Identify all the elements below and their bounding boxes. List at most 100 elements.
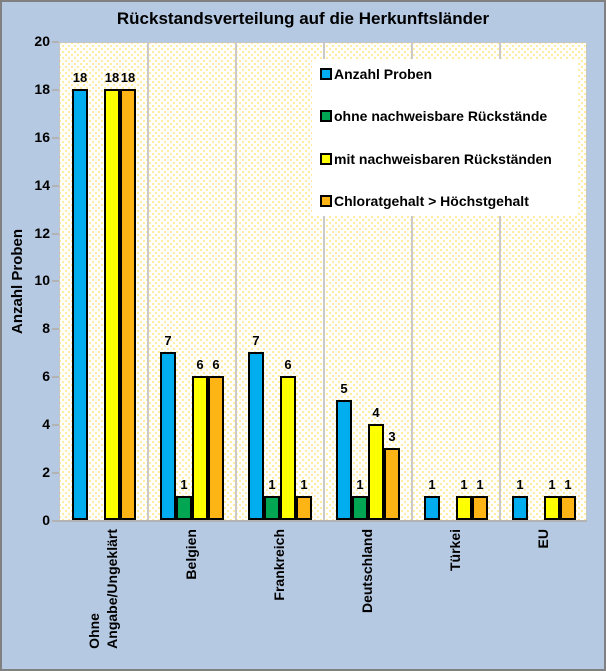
x-axis-category-label: Belgien [147, 529, 235, 669]
x-axis-category-label-text: Ohne Angabe/Ungeklärt [86, 529, 120, 649]
bar-value-label: 1 [516, 477, 524, 492]
legend-item: mit nachweisbaren Rückständen [320, 151, 570, 167]
legend-item: Anzahl Proben [320, 66, 570, 82]
legend-label: Anzahl Proben [334, 66, 433, 82]
bar-value-label: 7 [252, 333, 260, 348]
legend-label: ohne nachweisbare Rückstände [334, 108, 548, 125]
y-axis-tick-label: 12 [34, 225, 50, 241]
y-axis-tick-mark [52, 376, 59, 378]
y-axis-tick-label: 20 [34, 33, 50, 49]
bar [424, 496, 440, 520]
y-axis-tick-mark [52, 280, 59, 282]
chart-title: Rückstandsverteilung auf die Herkunftslä… [116, 9, 490, 28]
y-axis-tick-mark [52, 424, 59, 426]
bar [544, 496, 560, 520]
legend-color-swatch-icon [320, 194, 332, 207]
category-gridline [147, 43, 149, 520]
bar [280, 376, 296, 520]
x-axis-category-label-text: Frankreich [271, 529, 287, 601]
bar-value-label: 3 [388, 429, 396, 444]
bar-value-label: 1 [564, 477, 572, 492]
bar-value-label: 18 [120, 70, 136, 85]
bar-value-label: 6 [212, 357, 220, 372]
category-gridline [499, 43, 501, 520]
bar-value-label: 1 [356, 477, 364, 492]
x-axis-category-label-text: Deutschland [359, 529, 375, 614]
bar-value-label: 4 [372, 405, 380, 420]
y-axis-tick-label: 14 [34, 177, 50, 193]
legend-color-swatch-icon [320, 110, 332, 123]
bar [472, 496, 488, 520]
y-axis-tick-label: 10 [34, 272, 50, 288]
bar-value-label: 18 [104, 70, 120, 85]
bar-value-label: 6 [196, 357, 204, 372]
category-gridline [411, 43, 413, 520]
y-axis-tick-label: 18 [34, 81, 50, 97]
y-axis-tick-label: 16 [34, 129, 50, 145]
bar-value-label: 1 [180, 477, 188, 492]
bar [160, 352, 176, 520]
bar [384, 448, 400, 520]
bar [560, 496, 576, 520]
bar [296, 496, 312, 520]
bar [512, 496, 528, 520]
bar-value-label: 1 [460, 477, 468, 492]
y-axis-tick-mark [52, 520, 59, 522]
bar [208, 376, 224, 520]
y-axis-tick-label: 6 [42, 368, 50, 384]
legend-color-swatch-icon [320, 152, 332, 165]
bar-value-label: 1 [428, 477, 436, 492]
bar [176, 496, 192, 520]
bar-value-label: 6 [284, 357, 292, 372]
x-axis-category-label-text: Belgien [183, 529, 199, 580]
y-axis-tick-mark [52, 185, 59, 187]
legend-label: Chloratgehalt > Höchstgehalt [334, 192, 529, 209]
bar-value-label: 7 [164, 333, 172, 348]
category-gridline [323, 43, 325, 520]
bar-group: 7 1 6 1 [236, 43, 324, 520]
y-axis-tick-mark [52, 41, 59, 43]
y-axis-tick-mark [52, 137, 59, 139]
x-axis-category-label: Türkei [411, 529, 499, 669]
bar [192, 376, 208, 520]
x-axis-category-label: Frankreich [235, 529, 323, 669]
y-axis-tick-label: 2 [42, 464, 50, 480]
bar [120, 89, 136, 520]
bar [352, 496, 368, 520]
bar-group: 18 18 18 [60, 43, 148, 520]
x-axis-category-label: Ohne Angabe/Ungeklärt [59, 529, 147, 669]
bar-value-label: 1 [300, 477, 308, 492]
bar [248, 352, 264, 520]
y-axis-tick-label: 8 [42, 320, 50, 336]
bar-value-label: 5 [340, 381, 348, 396]
x-axis-line [52, 520, 587, 522]
bar [336, 400, 352, 520]
bar [264, 496, 280, 520]
y-axis-tick-mark [52, 328, 59, 330]
bar [72, 89, 88, 520]
category-gridline [235, 43, 237, 520]
bar [368, 424, 384, 520]
legend-label: mit nachweisbaren Rückständen [334, 150, 552, 167]
y-axis-tick-label: 0 [42, 512, 50, 528]
legend: Anzahl Proben ohne nachweisbare Rückständ… [312, 59, 578, 216]
y-axis-tick-label: 4 [42, 416, 50, 432]
x-axis-category-label: Deutschland [323, 529, 411, 669]
bar [456, 496, 472, 520]
bar-value-label: 1 [476, 477, 484, 492]
x-axis-category-label-text: EU [535, 529, 551, 549]
legend-color-swatch-icon [320, 68, 332, 80]
x-axis-category-label-text: Türkei [447, 529, 463, 572]
bar [104, 89, 120, 520]
bar-value-label: 18 [72, 70, 88, 85]
x-axis-category-label: EU [499, 529, 587, 669]
legend-item: ohne nachweisbare Rückstände [320, 108, 570, 124]
legend-item: Chloratgehalt > Höchstgehalt [320, 193, 570, 209]
bar-value-label: 1 [548, 477, 556, 492]
y-axis-tick-mark [52, 233, 59, 235]
